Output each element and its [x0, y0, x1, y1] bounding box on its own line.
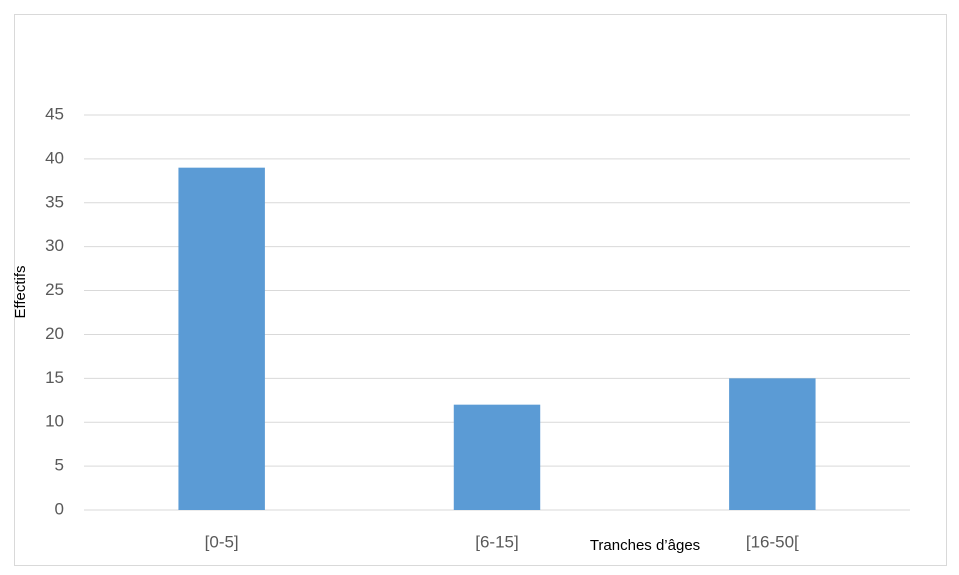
bar: [178, 167, 265, 510]
y-tick-label: 15: [45, 368, 64, 387]
x-tick-label: [6-15]: [475, 532, 518, 551]
x-axis-title: Tranches d’âges: [590, 537, 700, 554]
y-tick-label: 35: [45, 192, 64, 211]
bar: [453, 404, 541, 510]
x-tick-label: [0-5]: [205, 532, 239, 551]
y-tick-label: 40: [45, 148, 64, 167]
y-tick-label: 5: [55, 456, 64, 475]
y-tick-label: 30: [45, 236, 64, 255]
y-tick-label: 45: [45, 104, 64, 123]
y-tick-label: 10: [45, 412, 64, 431]
y-axis-title: Effectifs: [12, 265, 29, 318]
y-tick-label: 20: [45, 324, 64, 343]
bar: [729, 378, 816, 510]
y-tick-label: 25: [45, 280, 64, 299]
x-tick-label: [16-50[: [746, 532, 799, 551]
y-tick-label: 0: [55, 499, 64, 518]
